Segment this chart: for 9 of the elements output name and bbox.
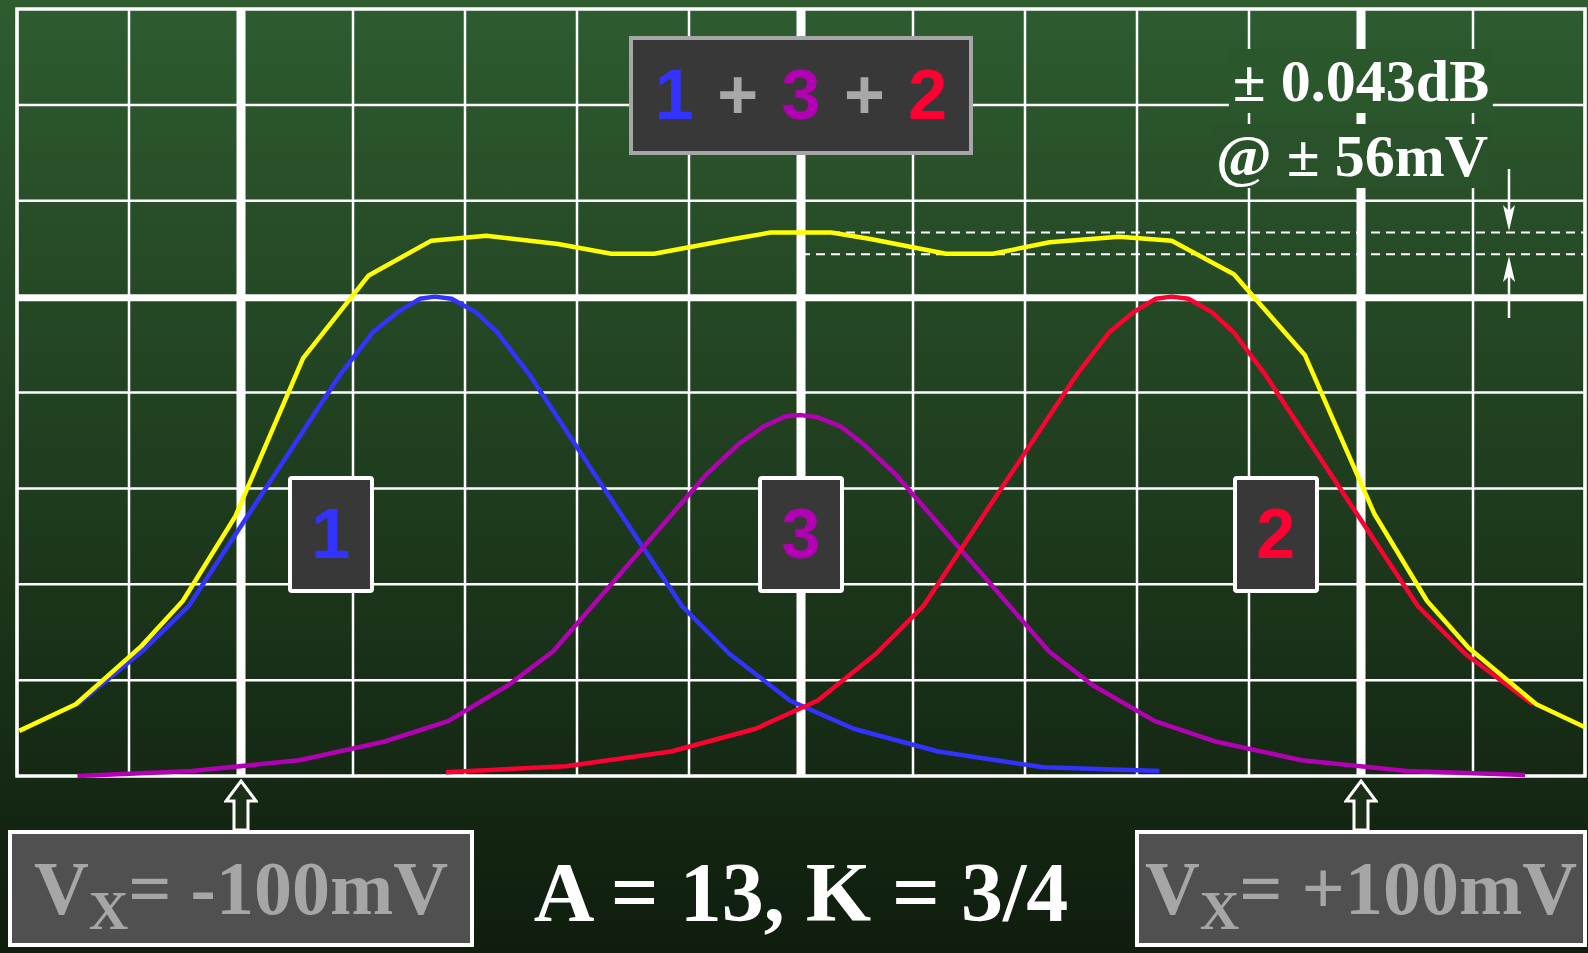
series-label: 1 [311, 494, 351, 573]
x-tick-label: V$_{X}$= +100mV [1135, 830, 1587, 947]
text: 1 + 3 + 2 [654, 55, 948, 134]
x-tick-label: V$_{X}$= -100mV [8, 830, 474, 947]
text: @ ± 56mV [1211, 123, 1493, 189]
series-label: 2 [1256, 494, 1296, 573]
text: ± 0.043dB [1228, 48, 1494, 114]
text: A = 13, K = 3/4 [532, 846, 1070, 939]
series-label: 3 [781, 494, 821, 573]
